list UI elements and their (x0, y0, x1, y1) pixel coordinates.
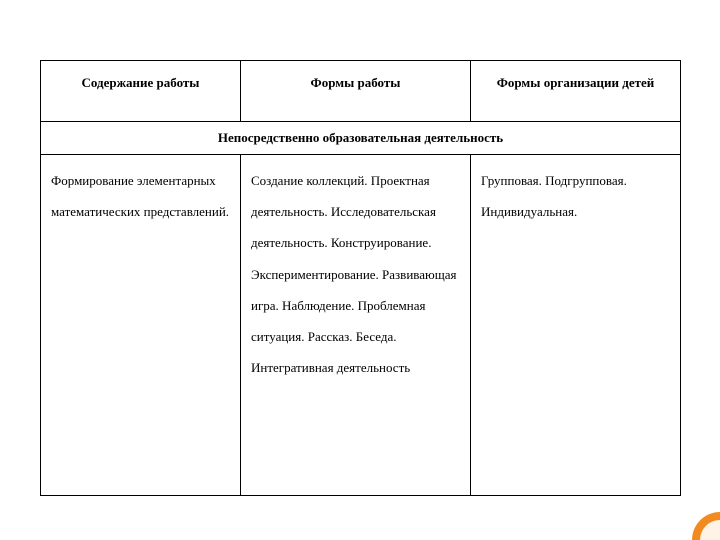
col-header-content: Содержание работы (41, 61, 241, 122)
cell-organization: Групповая. Подгрупповая. Индивидуальная. (471, 155, 681, 496)
page-root: Содержание работы Формы работы Формы орг… (0, 0, 720, 540)
col-header-organization: Формы организации детей (471, 61, 681, 122)
main-table: Содержание работы Формы работы Формы орг… (40, 60, 681, 496)
col-header-forms: Формы работы (241, 61, 471, 122)
cell-content: Формирование элементарных математических… (41, 155, 241, 496)
table-header-row: Содержание работы Формы работы Формы орг… (41, 61, 681, 122)
corner-decoration (664, 484, 720, 540)
table-row: Формирование элементарных математических… (41, 155, 681, 496)
section-header-row: Непосредственно образовательная деятельн… (41, 122, 681, 155)
section-header-cell: Непосредственно образовательная деятельн… (41, 122, 681, 155)
cell-forms: Создание коллекций. Проектная деятельнос… (241, 155, 471, 496)
